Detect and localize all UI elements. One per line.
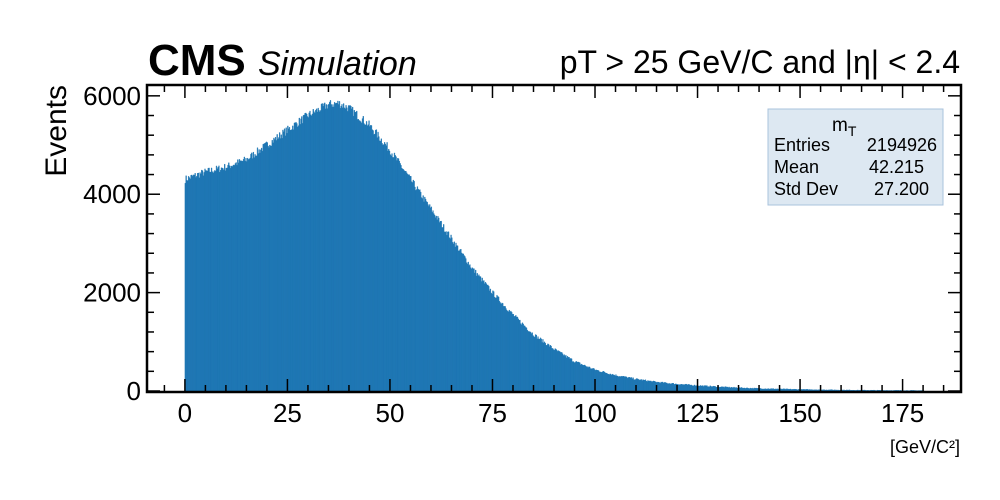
- y-tick-label: 0: [127, 376, 141, 406]
- stats-title-main: m: [832, 115, 848, 136]
- x-tick-label: 125: [676, 398, 719, 428]
- histogram-bins: [184, 100, 925, 392]
- histogram-bars: [184, 100, 925, 392]
- x-axis-label: [GeV/C²]: [890, 437, 960, 457]
- y-tick-label: 4000: [83, 179, 141, 209]
- x-tick-label: 75: [478, 398, 507, 428]
- stats-row-value: 42.215: [869, 157, 924, 177]
- stats-row-label: Std Dev: [774, 179, 838, 199]
- stats-box-background: [767, 108, 944, 206]
- selection-label: pT > 25 GeV/C and |η| < 2.4: [560, 44, 960, 80]
- axis-tick-labels: 0 25 50 75 100 125 150 175 0 2000 4000 6000: [83, 81, 924, 428]
- stats-row-value: 2194926: [867, 135, 937, 155]
- plot-frame: [145, 83, 963, 394]
- stats-title-sub: T: [848, 123, 857, 139]
- x-tick-label: 150: [778, 398, 821, 428]
- experiment-label: CMS: [148, 36, 246, 85]
- stats-row-label: Entries: [774, 135, 830, 155]
- x-tick-label: 100: [573, 398, 616, 428]
- y-tick-label: 6000: [83, 81, 141, 111]
- stats-box-title: mT: [832, 115, 857, 139]
- y-tick-label: 2000: [83, 278, 141, 308]
- y-axis-label: Events: [40, 85, 73, 177]
- x-tick-label: 175: [881, 398, 924, 428]
- stats-row-label: Mean: [774, 157, 819, 177]
- x-tick-label: 50: [375, 398, 404, 428]
- stats-box: mT Entries 2194926 Mean 42.215 Std Dev 2…: [767, 108, 944, 206]
- x-tick-label: 25: [273, 398, 302, 428]
- stats-row-value: 27.200: [874, 179, 929, 199]
- x-tick-label: 0: [178, 398, 192, 428]
- simulation-label: Simulation: [258, 45, 417, 83]
